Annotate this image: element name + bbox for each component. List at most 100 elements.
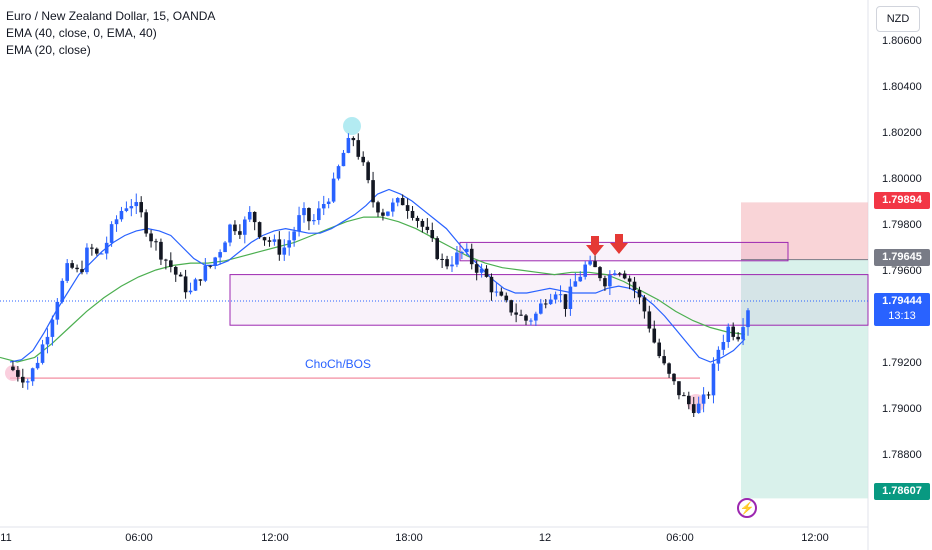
candle-body: [509, 300, 513, 313]
candle-body: [188, 290, 193, 293]
candle-body: [647, 311, 652, 329]
candle-body: [746, 310, 750, 328]
candle-body: [632, 281, 637, 290]
y-tick-label-4: 1.79800: [882, 219, 922, 231]
candle-body: [114, 219, 119, 225]
y-tick-label-0: 1.80600: [882, 35, 922, 47]
candle-body: [50, 319, 55, 337]
candle-body: [460, 251, 464, 253]
candle-body: [573, 281, 578, 287]
x-tick-label-2: 12:00: [261, 532, 289, 544]
candle-body: [450, 264, 454, 267]
candle-body: [307, 208, 311, 222]
candle-body: [99, 253, 104, 255]
candle-body: [627, 278, 632, 282]
y-tick-label-2: 1.80200: [882, 127, 922, 139]
candle-body: [233, 224, 237, 232]
candle-body: [721, 342, 726, 350]
candle-body: [173, 266, 178, 275]
candle-body: [687, 395, 691, 405]
candle-body: [553, 294, 558, 300]
candle-body: [25, 381, 30, 383]
candle-body: [75, 267, 79, 270]
candle-body: [519, 314, 523, 316]
candle-body: [21, 376, 25, 383]
candle-body: [474, 264, 479, 273]
candle-body: [716, 349, 721, 364]
down-arrow-1: [586, 236, 604, 256]
candle-body: [415, 217, 420, 221]
candle-body: [617, 273, 622, 275]
candle-body: [563, 294, 568, 309]
current-price-tag: 1.79444 13:13: [874, 293, 930, 326]
candle-body: [312, 220, 316, 222]
candle-body: [356, 140, 361, 157]
candle-body: [726, 326, 731, 343]
candle-body: [469, 248, 474, 265]
candle-body: [292, 231, 296, 241]
y-tick-label-8: 1.78800: [882, 449, 922, 461]
candle-body: [361, 156, 365, 163]
stop-price-tag: 1.79894: [874, 192, 930, 209]
candle-body: [228, 224, 232, 243]
candle-body: [40, 344, 45, 363]
candle-body: [321, 204, 326, 209]
candle-body: [613, 273, 617, 276]
candle-body: [213, 257, 217, 266]
candle-body: [104, 242, 109, 254]
swing-low-marker-2: [687, 394, 705, 412]
candle-body: [558, 294, 563, 296]
candle-body: [440, 258, 444, 260]
candle-body: [499, 291, 504, 296]
candle-body: [139, 202, 143, 213]
current-price: 1.79444: [882, 295, 922, 307]
candle-body: [543, 303, 548, 305]
candle-body: [489, 276, 494, 293]
candle-body: [425, 226, 430, 231]
candle-body: [642, 297, 647, 312]
candle-body: [568, 286, 573, 309]
candle-body: [30, 368, 35, 382]
candle-body: [395, 198, 400, 203]
candle-body: [238, 231, 242, 235]
candle-body: [159, 241, 163, 260]
candle-body: [55, 301, 60, 320]
candle-body: [70, 263, 74, 268]
candle-body: [696, 403, 701, 414]
candle-body: [257, 222, 262, 238]
candle-body: [731, 326, 735, 337]
y-tick-label-7: 1.79000: [882, 403, 922, 415]
candle-body: [326, 201, 331, 205]
candle-body: [598, 267, 602, 279]
lightning-icon[interactable]: ⚡: [737, 498, 757, 518]
candle-body: [297, 215, 301, 232]
choch-bos-label: ChoCh/BOS: [305, 357, 371, 371]
candle-body: [144, 212, 148, 234]
ema-20-line: [9, 188, 746, 363]
candle-body: [65, 263, 69, 281]
candle-body: [677, 381, 681, 396]
level-price-tag: 1.79645: [874, 249, 930, 266]
candle-body: [682, 395, 686, 397]
candle-body: [603, 278, 607, 287]
x-tick-label-5: 06:00: [666, 532, 694, 544]
x-tick-label-0: 11: [0, 532, 11, 544]
candle-body: [376, 202, 380, 213]
candle-body: [667, 363, 671, 374]
candle-body: [124, 208, 129, 211]
candle-body: [35, 362, 40, 369]
candle-body: [109, 224, 114, 243]
candle-body: [45, 336, 50, 345]
candle-body: [247, 211, 252, 220]
currency-button[interactable]: NZD: [876, 6, 920, 32]
candle-body: [637, 289, 642, 298]
candle-body: [129, 206, 134, 209]
candle-body: [218, 252, 222, 258]
candle-body: [736, 336, 740, 340]
candle-body: [405, 205, 410, 211]
candle-body: [608, 275, 612, 287]
candle-body: [578, 276, 583, 282]
candle-body: [351, 137, 356, 141]
candle-body: [287, 240, 291, 248]
